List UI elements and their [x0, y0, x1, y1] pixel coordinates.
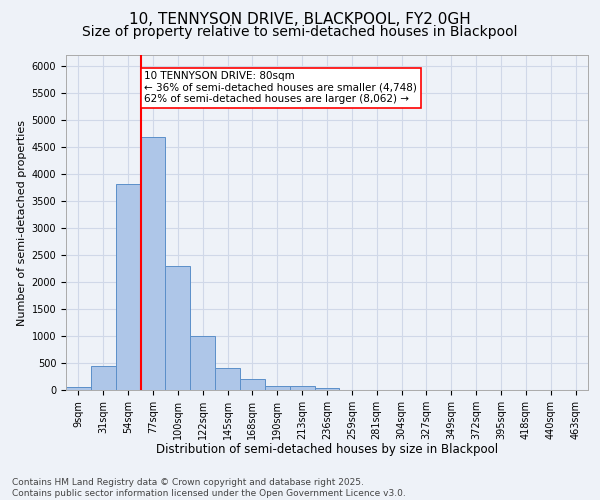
Bar: [140, 137, 166, 390]
Text: Size of property relative to semi-detached houses in Blackpool: Size of property relative to semi-detach…: [82, 25, 518, 39]
Bar: [190, 336, 215, 390]
Bar: [314, 388, 340, 390]
Bar: [66, 388, 91, 390]
Text: Contains HM Land Registry data © Crown copyright and database right 2025.
Contai: Contains HM Land Registry data © Crown c…: [12, 478, 406, 498]
Text: 10, TENNYSON DRIVE, BLACKPOOL, FY2 0GH: 10, TENNYSON DRIVE, BLACKPOOL, FY2 0GH: [129, 12, 471, 28]
Bar: [290, 386, 314, 390]
Y-axis label: Number of semi-detached properties: Number of semi-detached properties: [17, 120, 28, 326]
Bar: [240, 379, 265, 390]
Bar: [215, 368, 240, 390]
Bar: [91, 366, 116, 390]
Text: 10 TENNYSON DRIVE: 80sqm
← 36% of semi-detached houses are smaller (4,748)
62% o: 10 TENNYSON DRIVE: 80sqm ← 36% of semi-d…: [145, 71, 417, 104]
Bar: [116, 184, 140, 390]
Bar: [265, 386, 290, 390]
X-axis label: Distribution of semi-detached houses by size in Blackpool: Distribution of semi-detached houses by …: [156, 444, 498, 456]
Bar: [166, 266, 190, 390]
